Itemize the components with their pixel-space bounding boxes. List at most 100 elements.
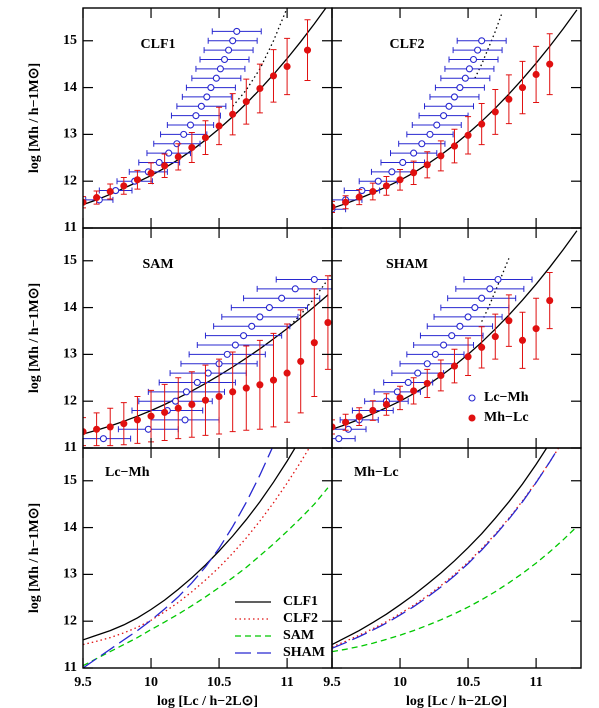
point [445,102,453,110]
point [478,343,486,351]
point [269,72,278,80]
point [344,425,352,433]
point [464,131,472,139]
point [242,98,250,106]
point [478,294,486,302]
point [242,384,250,392]
point [464,353,472,361]
y-tick-label: 11 [64,660,77,675]
point [188,143,196,152]
error-bar [332,419,335,435]
point [518,84,527,92]
x-axis-label: log [Lc / h−2L⊙] [157,694,258,708]
point [83,428,87,436]
x-tick-label: 11 [280,675,293,690]
x-axis-label: log [Lc / h−2L⊙] [406,694,507,708]
error-bar [332,200,335,214]
point [332,203,336,211]
point [335,435,343,443]
point [418,140,426,148]
point [207,84,215,92]
point [229,388,237,396]
point [256,381,264,389]
point [283,62,291,71]
x-tick-label: 10 [393,675,407,690]
point [450,362,459,370]
point [431,350,439,358]
y-tick-label: 11 [64,440,77,455]
plot-area [332,448,578,653]
x-tick-label: 10.5 [456,675,481,690]
y-tick-label: 15 [63,253,77,268]
point [133,416,141,424]
point [342,198,350,206]
point [324,319,332,327]
point [212,74,220,82]
point [382,182,390,190]
curve [481,258,510,322]
point [233,27,241,35]
point [469,55,478,64]
point [494,275,502,284]
point [374,177,382,185]
point [186,121,195,129]
y-axis-label: log [Mh / h−1M⊙] [27,283,42,393]
frame [331,447,582,669]
point [355,413,363,421]
curve [332,230,578,430]
point [303,46,312,54]
legend-label: SHAM [283,645,325,660]
point [161,408,169,416]
point [410,149,418,157]
panel: CLF2 [331,7,582,229]
y-tick-label: 12 [63,613,77,628]
y-tick-label: 14 [63,80,77,95]
legend-label: SAM [283,628,314,643]
point [216,65,224,73]
point [171,397,180,405]
legend-label: Mh−Lc [484,410,529,425]
point [174,153,182,161]
point [491,333,499,341]
point [437,371,445,379]
point [310,275,318,284]
plot-area [83,8,327,209]
panel-title: CLF1 [141,37,176,52]
point [229,37,237,45]
point [99,435,107,443]
y-tick-label: 13 [63,347,77,362]
point [93,194,101,202]
point [369,187,377,196]
point [174,404,182,412]
point [223,350,231,358]
point [437,152,445,160]
point [474,46,482,54]
frame [82,227,333,449]
point [478,120,486,128]
curve [332,9,578,209]
y-tick-label: 14 [63,520,77,535]
point [450,142,459,150]
frame [82,7,333,229]
point [546,297,554,305]
point [393,388,401,396]
curve [83,448,273,668]
curve [83,448,296,641]
point [133,176,141,184]
point [505,95,513,103]
point [225,46,233,54]
legend-marker [468,394,476,402]
point [423,161,431,169]
x-tick-label: 10.5 [207,675,232,690]
point [505,317,513,325]
curve [332,448,548,646]
point [231,341,239,349]
point [342,418,350,426]
point [83,198,87,206]
curve [83,8,327,206]
panel: 11 12 13 14 15 CLF1 log [Mh / h−1M⊙] [27,7,333,235]
point [461,74,469,82]
curve [332,448,560,649]
legend-label: CLF1 [283,594,318,609]
